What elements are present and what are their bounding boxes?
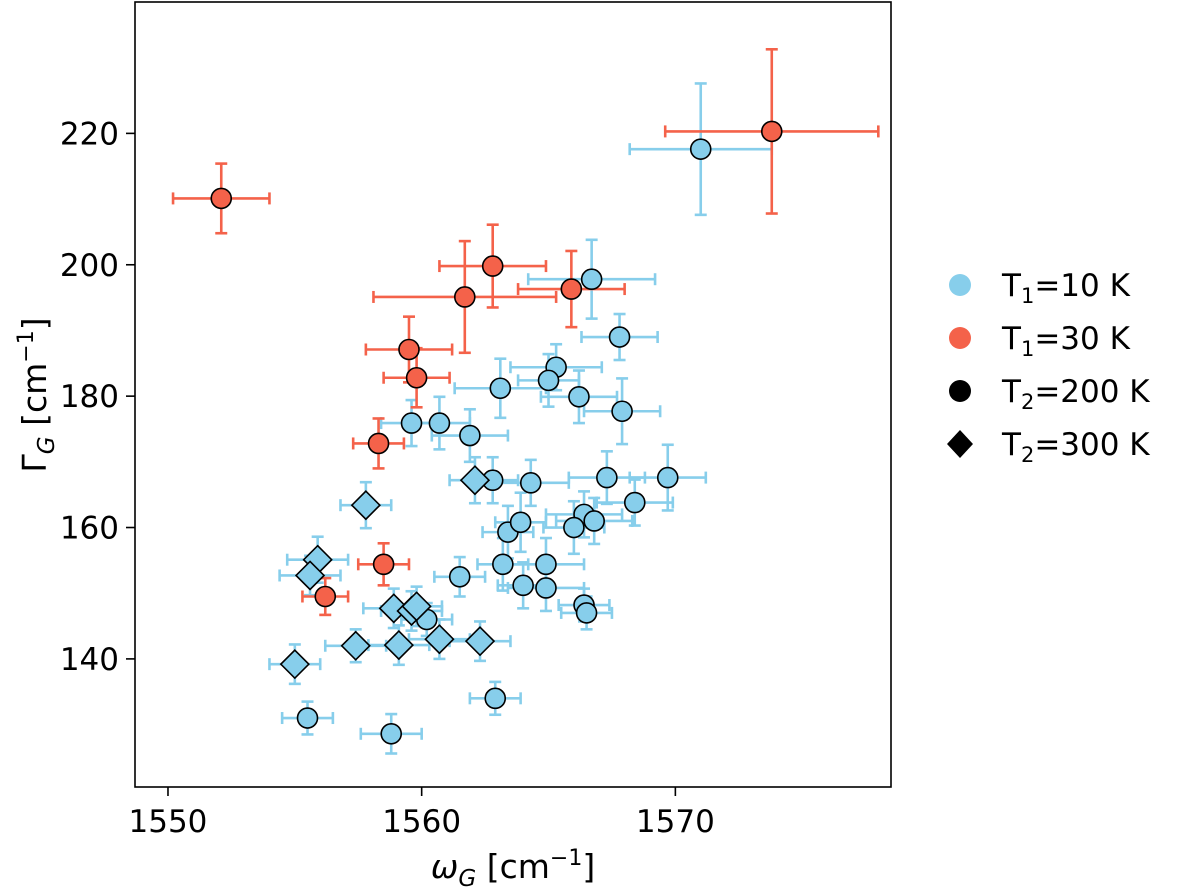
data-point-circle bbox=[611, 400, 633, 423]
data-point-circle bbox=[210, 187, 233, 210]
data-point-circle bbox=[453, 286, 476, 308]
data-markers bbox=[210, 120, 783, 745]
data-point-circle bbox=[380, 722, 403, 745]
legend-entry-t1-10k: T1=10 K bbox=[949, 268, 1131, 308]
data-point-circle bbox=[448, 565, 471, 588]
y-tick-label: 180 bbox=[60, 379, 119, 415]
data-point-circle bbox=[583, 510, 605, 532]
data-point-circle bbox=[537, 369, 560, 392]
data-point-circle bbox=[314, 585, 337, 608]
legend-label-t1-30k: T1=30 K bbox=[1001, 321, 1131, 361]
data-point-circle bbox=[484, 687, 507, 710]
legend-marker-t1-30k bbox=[949, 327, 971, 349]
data-point-circle bbox=[428, 412, 451, 434]
data-point-diamond bbox=[279, 649, 310, 680]
y-tick-label: 220 bbox=[60, 116, 119, 152]
legend-entry-t1-30k: T1=30 K bbox=[949, 321, 1131, 361]
data-point-diamond bbox=[401, 591, 432, 622]
data-point-circle bbox=[405, 366, 428, 389]
error-bars bbox=[171, 47, 880, 755]
plot-frame bbox=[134, 1, 892, 788]
data-point-circle bbox=[623, 491, 646, 514]
y-axis-label: ΓG [cm−1] bbox=[14, 317, 60, 472]
legend-marker-t2-200k bbox=[949, 380, 971, 402]
data-point-circle bbox=[580, 268, 603, 291]
legend-label-t1-10k: T1=10 K bbox=[1001, 268, 1131, 308]
y-tick-label: 140 bbox=[60, 642, 119, 678]
x-tick-label: 1570 bbox=[636, 804, 715, 840]
data-point-circle bbox=[535, 553, 557, 576]
data-point-circle bbox=[519, 472, 542, 494]
x-axis-ticks: 1550 1560 1570 bbox=[129, 787, 715, 840]
data-point-circle bbox=[400, 412, 423, 434]
legend: T1=10 K T1=30 K T2=200 K T2=300 K bbox=[947, 268, 1150, 467]
data-point-circle bbox=[367, 432, 390, 455]
data-point-circle bbox=[596, 466, 618, 489]
x-tick-label: 1560 bbox=[382, 804, 461, 840]
data-point-circle bbox=[492, 553, 514, 576]
data-point-diamond bbox=[464, 626, 496, 657]
y-tick-label: 200 bbox=[60, 248, 119, 284]
data-point-circle bbox=[760, 120, 783, 143]
legend-marker-t2-300k bbox=[947, 430, 973, 458]
data-point-circle bbox=[535, 577, 557, 599]
x-axis-label: ωG [cm−1] bbox=[431, 846, 595, 889]
data-point-diamond bbox=[350, 490, 381, 521]
data-point-diamond bbox=[459, 465, 491, 496]
data-point-circle bbox=[608, 326, 631, 348]
data-point-diamond bbox=[340, 630, 371, 661]
data-point-diamond bbox=[383, 629, 414, 661]
data-point-circle bbox=[481, 255, 504, 277]
data-point-circle bbox=[459, 424, 481, 447]
data-point-circle bbox=[296, 707, 319, 729]
data-point-circle bbox=[689, 138, 712, 160]
data-point-circle bbox=[563, 516, 585, 539]
legend-label-t2-200k: T2=200 K bbox=[1001, 374, 1150, 414]
y-tick-label: 160 bbox=[60, 511, 119, 547]
data-point-circle bbox=[512, 574, 534, 597]
data-point-circle bbox=[372, 553, 395, 576]
data-point-circle bbox=[509, 511, 532, 534]
y-axis-ticks: 140 160 180 200 220 bbox=[60, 116, 135, 678]
data-point-diamond bbox=[294, 560, 326, 591]
data-point-circle bbox=[656, 466, 679, 489]
data-point-diamond bbox=[424, 624, 455, 655]
data-point-circle bbox=[568, 385, 590, 408]
legend-entry-t2-200k: T2=200 K bbox=[949, 374, 1150, 414]
legend-label-t2-300k: T2=300 K bbox=[1001, 427, 1150, 467]
x-tick-label: 1550 bbox=[129, 804, 208, 840]
legend-marker-t1-10k bbox=[949, 274, 971, 296]
data-point-circle bbox=[575, 602, 598, 624]
data-point-circle bbox=[398, 338, 420, 361]
legend-entry-t2-300k: T2=300 K bbox=[947, 427, 1150, 467]
data-point-circle bbox=[560, 278, 583, 300]
data-point-circle bbox=[489, 377, 512, 400]
